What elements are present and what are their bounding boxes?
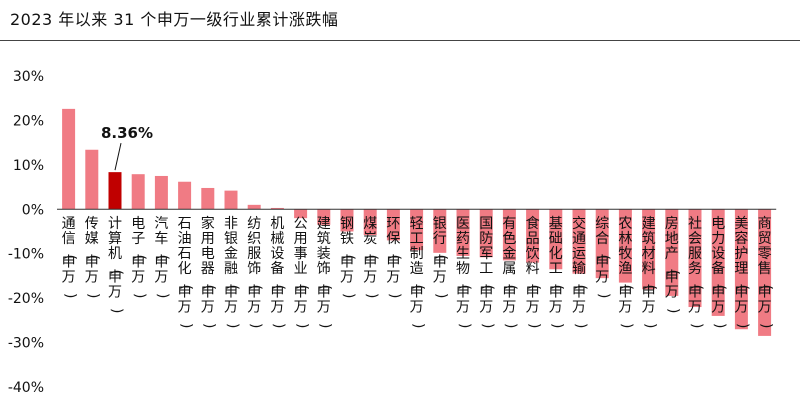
category-label: 有色金属(申万) xyxy=(502,216,518,329)
data-annotation: 8.36% xyxy=(101,124,153,171)
y-tick-label: 20% xyxy=(13,113,44,129)
bar xyxy=(618,209,632,283)
y-tick-label: 30% xyxy=(13,69,44,85)
category-label: 食品饮料(申万) xyxy=(526,215,542,329)
y-tick-label: -20% xyxy=(8,291,44,307)
bar xyxy=(247,204,261,210)
bar xyxy=(572,209,586,274)
category-label: 房地产(申万) xyxy=(665,216,681,314)
bar xyxy=(294,209,308,219)
category-label: 计算机(申万) xyxy=(108,216,124,314)
category-label: 传媒(申万) xyxy=(85,216,101,299)
bar xyxy=(665,209,679,296)
bar xyxy=(224,190,238,210)
bar xyxy=(154,175,168,210)
bar xyxy=(595,209,609,279)
category-labels: 通信(申万) 传媒(申万) 计算机(申万) 电子(申万) 汽车(申万) 石油石化(申万) 家… xyxy=(62,215,774,329)
category-label: 轻工制造(申万) xyxy=(410,216,426,329)
annotation-leader xyxy=(114,143,122,171)
category-label: 商贸零售(申万) xyxy=(758,216,774,329)
y-axis: 30% 20% 10% 0% -10% -20% -30% -40% xyxy=(8,69,44,396)
bar xyxy=(340,209,354,232)
bar xyxy=(502,209,516,261)
category-label: 电子(申万) xyxy=(131,216,147,299)
bar xyxy=(734,209,748,330)
category-label: 纺织服饰(申万) xyxy=(247,216,263,329)
bar xyxy=(317,209,331,225)
bar xyxy=(85,149,99,210)
bar xyxy=(549,209,563,270)
bar xyxy=(758,209,772,336)
category-label: 公用事业(申万) xyxy=(294,216,310,329)
bar xyxy=(642,209,656,290)
category-label: 汽车(申万) xyxy=(154,216,170,299)
bar xyxy=(131,174,145,210)
category-label: 环保(申万) xyxy=(386,216,402,299)
bar xyxy=(479,209,493,258)
bar xyxy=(363,209,377,236)
category-label: 交通运输(申万) xyxy=(572,215,588,329)
y-tick-label: 0% xyxy=(22,202,44,218)
bar xyxy=(711,209,725,316)
bar xyxy=(688,209,702,308)
category-label: 医药生物(申万) xyxy=(456,216,472,329)
bar xyxy=(108,172,122,210)
category-label: 钢铁(申万) xyxy=(340,216,356,299)
category-label: 通信(申万) xyxy=(62,216,78,299)
category-label: 家用电器(申万) xyxy=(201,215,217,329)
category-label: 综合(申万) xyxy=(595,216,611,299)
category-label: 机械设备(申万) xyxy=(270,216,286,329)
category-label: 基础化工(申万) xyxy=(549,215,565,329)
category-label: 建筑材料(申万) xyxy=(642,216,658,329)
bar xyxy=(456,209,470,256)
category-label: 银行(申万) xyxy=(433,216,449,299)
category-label: 社会服务(申万) xyxy=(688,216,704,329)
category-label: 美容护理(申万) xyxy=(734,216,750,329)
y-tick-label: 10% xyxy=(13,158,44,174)
bar xyxy=(201,187,215,210)
category-label: 农林牧渔(申万) xyxy=(618,216,634,329)
category-label: 电力设备(申万) xyxy=(711,216,727,329)
chart-title: 2023 年以来 31 个申万一级行业累计涨跌幅 xyxy=(10,10,339,29)
category-label: 煤炭(申万) xyxy=(363,216,379,299)
highlight-value-label: 8.36% xyxy=(101,124,153,142)
y-tick-label: -10% xyxy=(8,247,44,263)
bar xyxy=(270,207,284,210)
category-label: 建筑装饰(申万) xyxy=(317,216,333,329)
category-label: 石油石化(申万) xyxy=(178,216,194,329)
y-tick-label: -40% xyxy=(8,380,44,396)
category-label: 非银金融(申万) xyxy=(224,216,240,329)
category-label: 国防军工(申万) xyxy=(479,216,495,329)
bar xyxy=(386,209,400,241)
bar xyxy=(433,209,447,253)
bar xyxy=(526,209,540,263)
y-tick-label: -30% xyxy=(8,336,44,352)
bar xyxy=(62,108,76,210)
title-divider xyxy=(0,40,800,41)
bars xyxy=(62,108,772,336)
bar xyxy=(178,181,192,210)
bar xyxy=(410,209,424,251)
